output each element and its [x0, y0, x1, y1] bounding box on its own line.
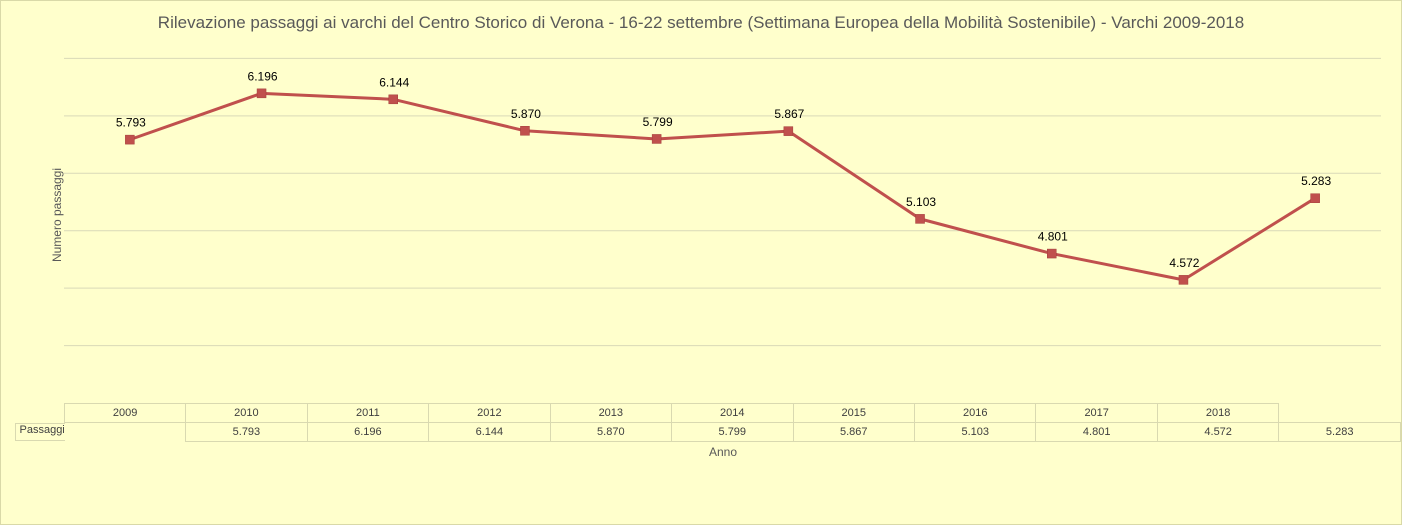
x-tick-label-2011: 2011 — [306, 403, 430, 423]
data-point-2009 — [125, 134, 135, 145]
table-value-2017: 4.572 — [1156, 422, 1280, 442]
table-value-2018: 5.283 — [1278, 422, 1401, 442]
data-point-2013 — [651, 134, 662, 144]
data-point-2010 — [256, 88, 267, 99]
data-label-2016: 4.801 — [1038, 230, 1068, 244]
x-tick-label-2018: 2018 — [1156, 403, 1280, 423]
x-tick-label-2009: 2009 — [63, 403, 187, 423]
x-tick-label-2017: 2017 — [1035, 403, 1158, 423]
table-value-2013: 5.799 — [671, 422, 794, 442]
data-label-2013: 5.799 — [643, 115, 673, 129]
series-line-passaggi — [129, 91, 1316, 282]
table-value-2011: 6.144 — [428, 422, 551, 442]
table-value-2009: 5.793 — [185, 422, 308, 442]
x-tick-label-2016: 2016 — [913, 403, 1037, 423]
plot-area: 5.793 6.196 6.144 5.870 5.799 5.867 5.103 4.801… — [64, 57, 1381, 347]
table-value-2010: 6.196 — [306, 422, 430, 442]
data-label-2014: 5.867 — [774, 107, 804, 121]
data-label-2010: 6.196 — [248, 69, 278, 83]
data-table: 2009 2010 2011 2012 2013 2014 2015 2016 2017 2018… — [14, 403, 1401, 442]
data-label-2018: 5.283 — [1301, 174, 1331, 188]
table-value-2015: 5.103 — [913, 422, 1037, 442]
table-value-2012: 5.870 — [549, 422, 673, 442]
data-point-2012 — [520, 126, 530, 136]
table-value-2016: 4.801 — [1035, 422, 1158, 442]
data-point-2011 — [388, 94, 398, 105]
data-table-header-row: 2009 2010 2011 2012 2013 2014 2015 2016 2017 2018 — [63, 403, 1401, 423]
data-label-2012: 5.870 — [511, 107, 541, 121]
data-label-2017: 4.572 — [1169, 256, 1199, 270]
data-point-2018 — [1310, 193, 1320, 203]
x-tick-label-2015: 2015 — [792, 403, 915, 423]
data-label-2011: 6.144 — [379, 75, 409, 89]
data-table-value-row: Passaggi 5.793 6.196 6.144 5.870 5.799 5.867 5.… — [14, 422, 1401, 442]
table-value-2014: 5.867 — [792, 422, 915, 442]
data-point-2016 — [1047, 248, 1057, 259]
data-label-2009: 5.793 — [116, 116, 146, 130]
data-point-2015 — [915, 214, 925, 224]
x-tick-label-2013: 2013 — [549, 403, 673, 423]
x-axis-label: Anno — [708, 445, 738, 459]
data-point-2014 — [783, 126, 794, 136]
x-tick-label-2012: 2012 — [428, 403, 551, 423]
x-tick-label-2014: 2014 — [671, 403, 794, 423]
data-label-2015: 5.103 — [906, 195, 936, 209]
x-tick-label-2010: 2010 — [185, 403, 308, 423]
series-name-passaggi: Passaggi — [14, 423, 65, 441]
data-point-2017 — [1178, 275, 1189, 285]
chart-title: Rilevazione passaggi ai varchi del Centr… — [157, 13, 1245, 32]
